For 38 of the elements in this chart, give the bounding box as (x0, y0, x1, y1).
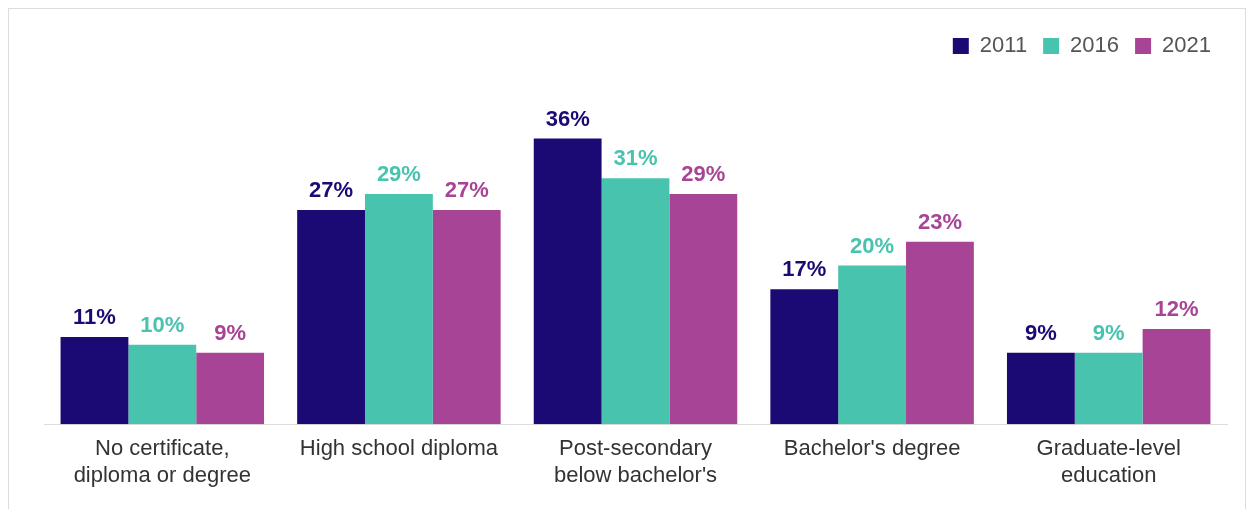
legend-label: 2016 (1070, 32, 1120, 58)
bar (1142, 328, 1211, 425)
data-label: 9% (1024, 319, 1057, 345)
bar (533, 138, 602, 425)
bar (1006, 352, 1075, 425)
x-tick-label: Post-secondary below bachelor's (553, 435, 718, 487)
bar (364, 194, 433, 425)
data-label: 29% (681, 161, 726, 187)
bar (60, 336, 129, 425)
bar (669, 194, 738, 425)
bar (128, 344, 197, 425)
x-tick-label: Graduate-level education (1036, 435, 1181, 487)
data-label: 27% (444, 176, 489, 202)
x-tick-label: No certificate, diploma or degree (73, 435, 251, 487)
data-label: 31% (613, 145, 658, 171)
bar (432, 209, 501, 425)
legend-label: 2021 (1162, 32, 1212, 58)
data-label: 11% (73, 303, 116, 329)
data-label: 9% (214, 319, 247, 345)
x-tick-label: Bachelor's degree (783, 435, 961, 461)
data-label: 12% (1154, 296, 1199, 322)
bar (1074, 352, 1143, 425)
data-label: 29% (376, 161, 421, 187)
data-label: 27% (309, 176, 354, 202)
data-label: 20% (850, 232, 895, 258)
x-tick-label: High school diploma (299, 435, 499, 461)
data-label: 17% (782, 256, 827, 282)
legend-label: 2011 (979, 32, 1028, 58)
data-label: 36% (545, 105, 590, 131)
data-label: 23% (917, 208, 962, 234)
bar (906, 241, 974, 425)
bar (838, 265, 907, 425)
bar (770, 289, 839, 425)
bar (297, 209, 365, 425)
bar (601, 178, 670, 425)
data-label: 9% (1092, 319, 1125, 345)
bar (196, 352, 265, 425)
data-label: 10% (140, 311, 185, 337)
